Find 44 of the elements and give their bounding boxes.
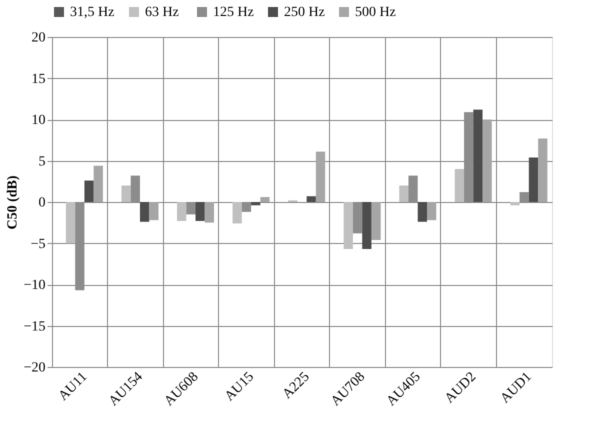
bar [528,157,538,202]
bar [306,196,316,202]
legend-label: 125 Hz [213,5,254,20]
y-axis-title: C50 (dB) [6,175,21,230]
legend-label: 63 Hz [145,5,179,20]
bar [473,110,483,202]
bar [149,202,158,220]
y-tick-label: 5 [38,154,46,170]
y-tick-label: 15 [32,72,46,87]
bar [418,202,427,222]
y-tick-label: 20 [32,30,46,46]
bar [84,180,94,202]
bar [242,202,252,212]
bar [316,152,326,202]
bar [352,202,362,234]
legend-label: 31,5 Hz [70,5,114,20]
bar [482,120,492,202]
y-tick-label: 0 [38,196,46,210]
legend-label: 500 Hz [355,5,396,20]
bar [94,166,103,202]
bar [251,202,260,206]
bar [427,202,436,220]
y-tick-label: −10 [24,278,46,293]
bar [260,197,270,202]
bar [510,202,520,206]
bar [232,202,242,224]
bar [186,202,196,214]
bar [177,202,186,221]
y-tick-label: −5 [30,236,46,252]
bar [538,138,548,202]
bar [196,202,205,221]
bar [121,186,131,202]
y-tick-label: −15 [24,319,46,334]
legend-label: 250 Hz [284,5,325,20]
bar [140,202,150,222]
bar [399,186,408,202]
bar [371,202,381,240]
bar [66,202,76,244]
bar [362,202,372,250]
y-tick-label: −20 [24,360,46,376]
y-tick-label: 10 [32,113,46,128]
bar [454,169,464,202]
bar [344,202,353,250]
bar [204,202,214,223]
